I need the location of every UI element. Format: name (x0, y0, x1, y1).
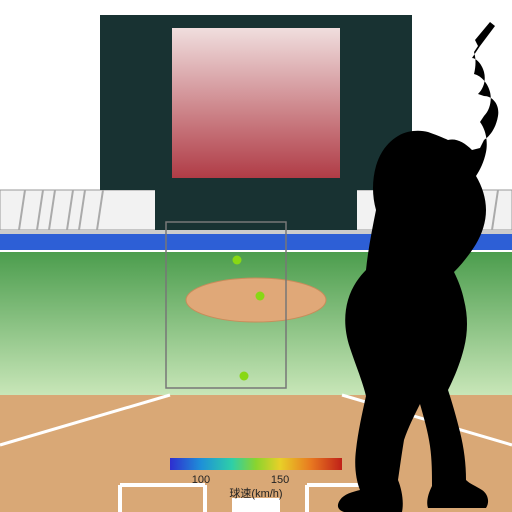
pitch-marker (256, 292, 265, 301)
scoreboard-screen (172, 28, 340, 178)
pitch-location-chart: 100 150球速(km/h) (0, 0, 512, 512)
pitch-marker (240, 372, 249, 381)
home-plate (232, 498, 280, 512)
colorbar-tick: 150 (271, 474, 289, 486)
colorbar-tick: 100 (192, 474, 210, 486)
pitchers-mound (186, 278, 326, 322)
scoreboard-base (155, 190, 357, 230)
colorbar-label: 球速(km/h) (229, 486, 282, 500)
pitch-marker (233, 256, 242, 265)
speed-colorbar (170, 458, 342, 470)
